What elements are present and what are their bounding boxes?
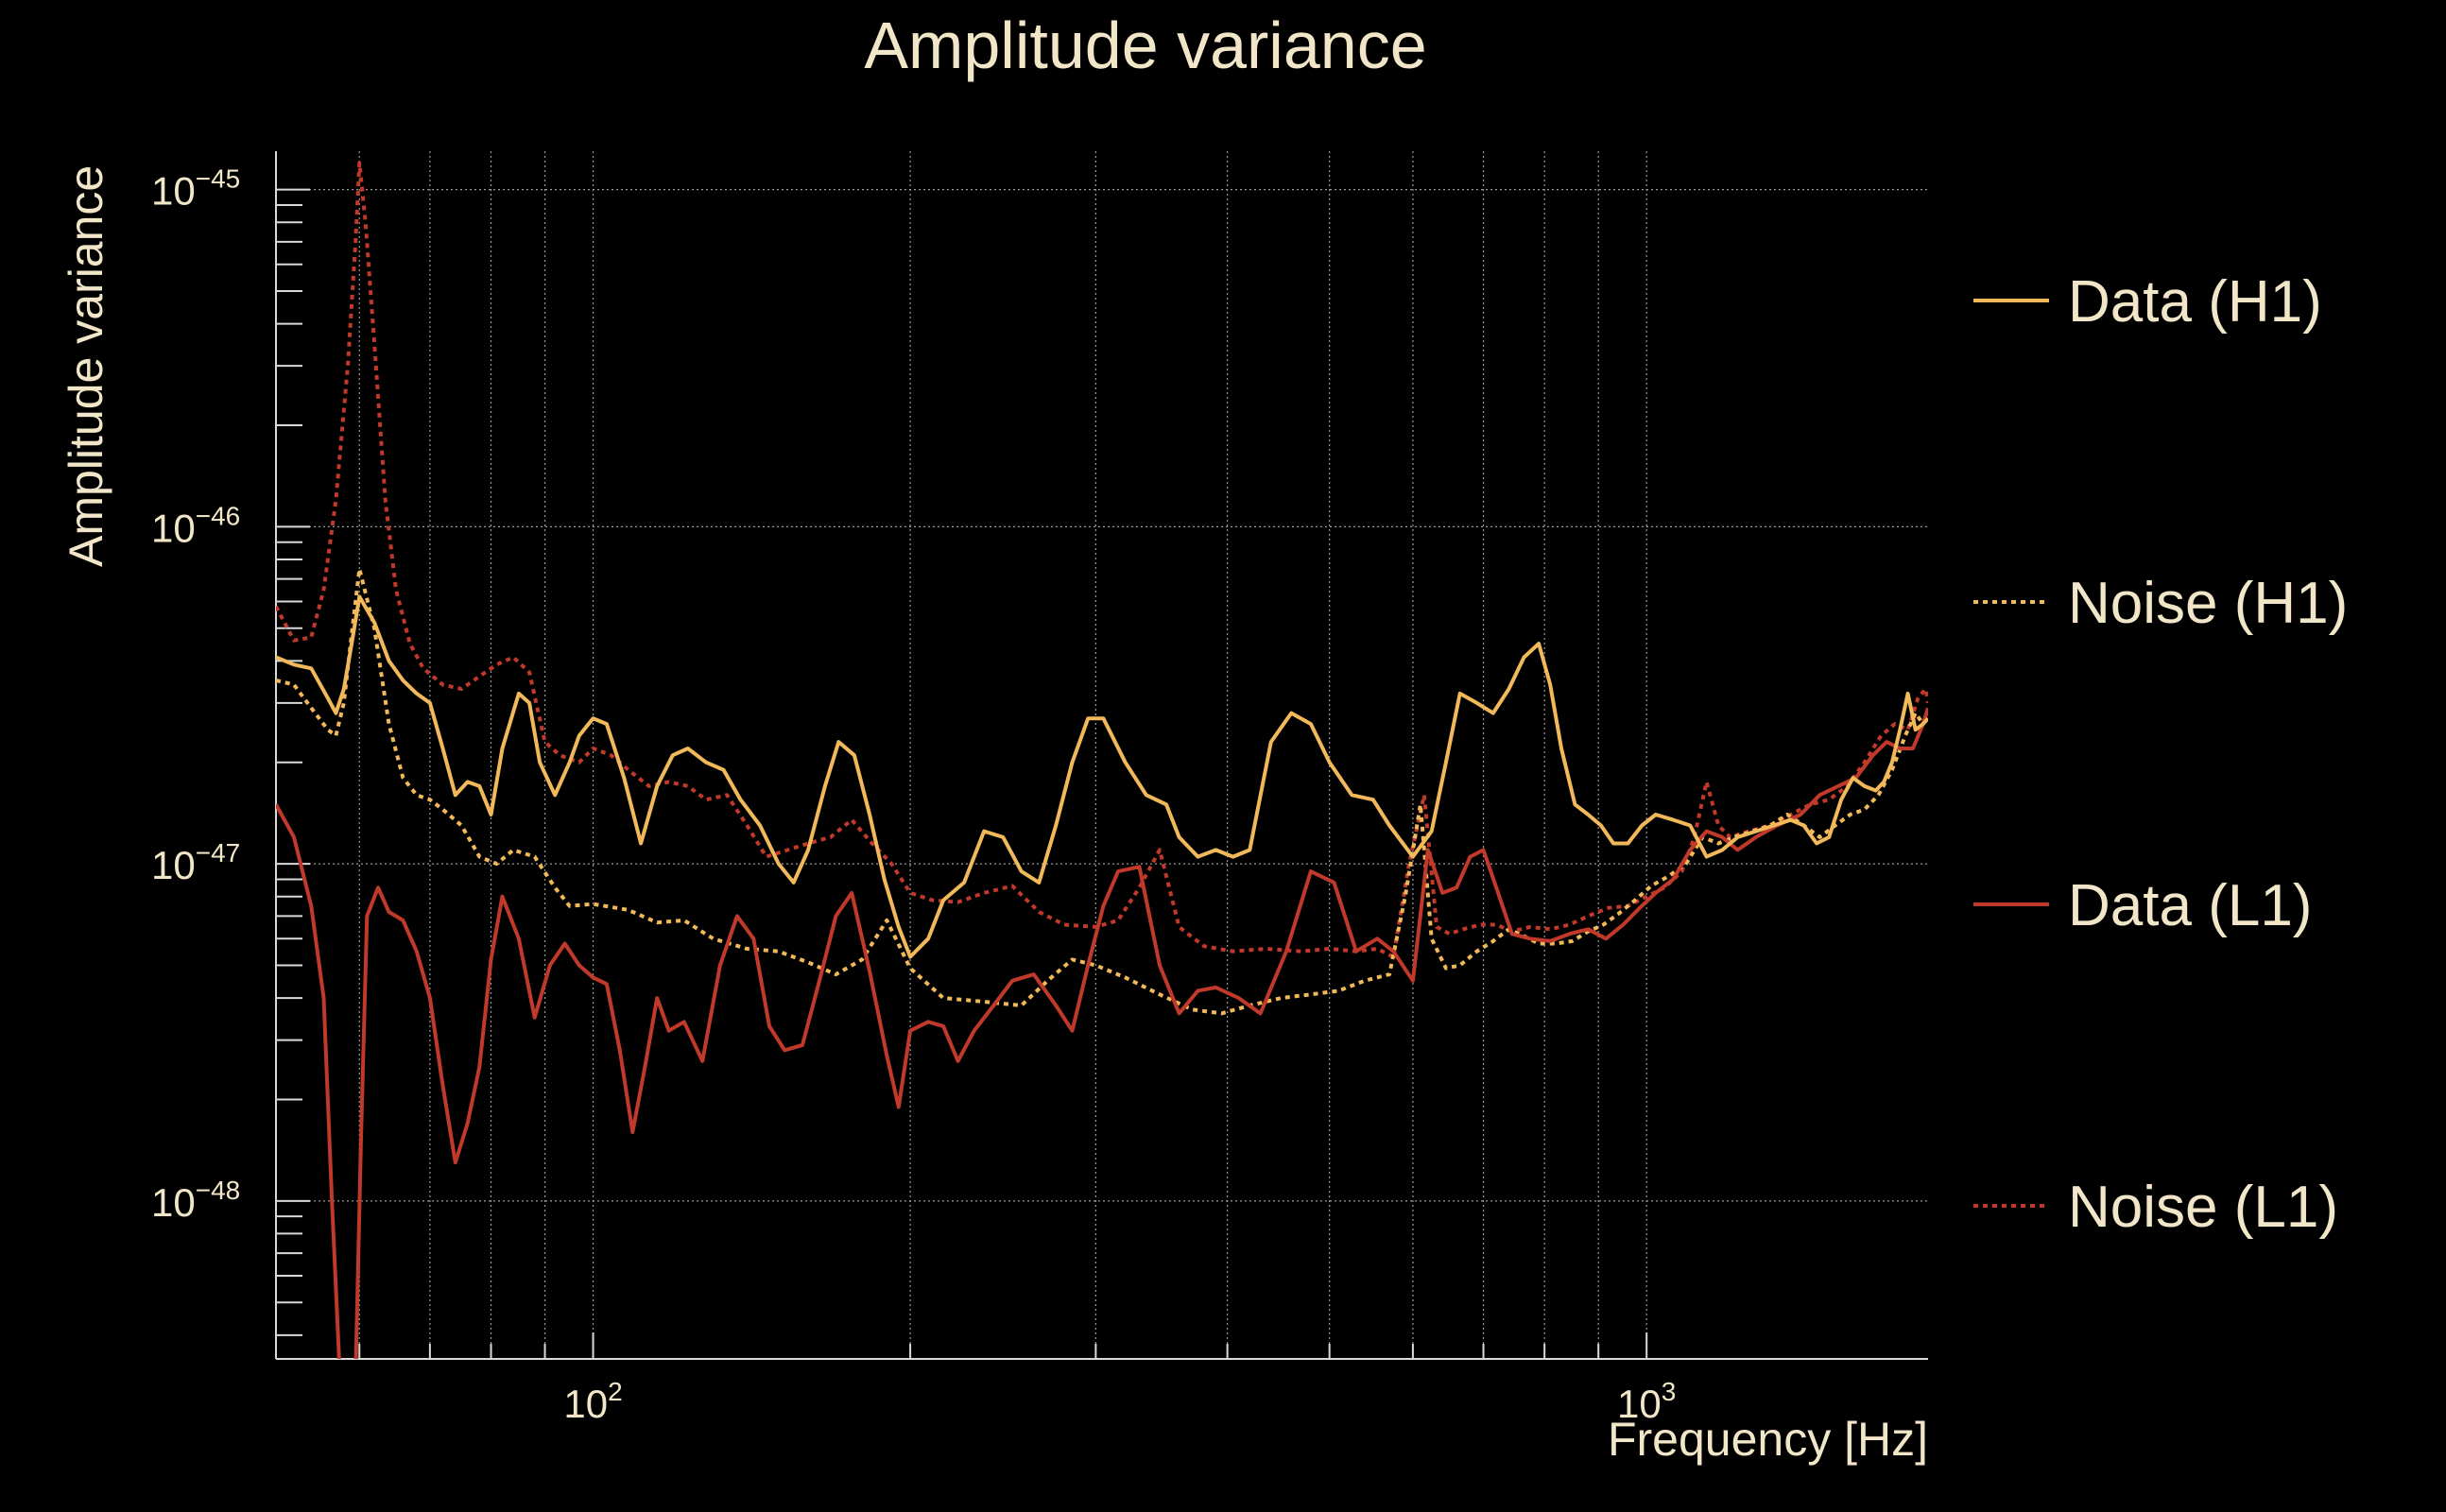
- legend-label: Data (H1): [2068, 269, 2322, 335]
- legend: Data (H1) Noise (H1) Data (L1) Noise (L1): [1973, 269, 2348, 1240]
- series-lines: [276, 161, 1928, 1359]
- series-noise-l1: [276, 161, 1928, 959]
- legend-label: Data (L1): [2068, 873, 2312, 938]
- chart-title: Amplitude variance: [864, 9, 1426, 82]
- x-axis-title: Frequency [Hz]: [1608, 1413, 1928, 1466]
- series-noise-h1: [276, 567, 1928, 1016]
- series-data-l1: [276, 707, 1928, 1359]
- series-data-h1: [276, 594, 1928, 959]
- y-axis-title: Amplitude variance: [60, 165, 112, 567]
- legend-label: Noise (H1): [2068, 571, 2348, 636]
- legend-label: Noise (L1): [2068, 1175, 2338, 1240]
